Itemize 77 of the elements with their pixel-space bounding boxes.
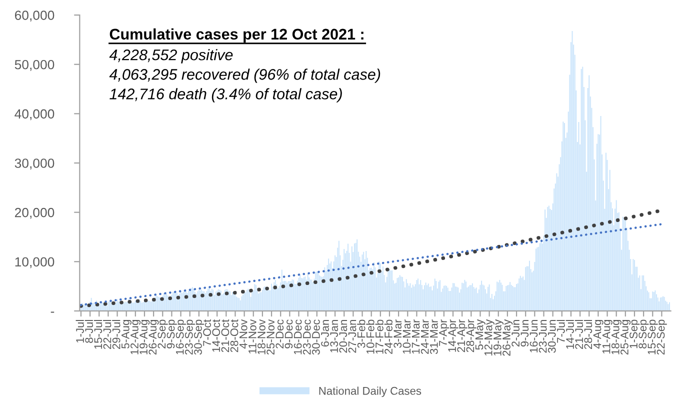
- x-tick-label: 17-Feb: [375, 320, 384, 354]
- x-tick-label: 22-Sep: [656, 320, 667, 355]
- x-tick-label: 21-Jul: [574, 320, 584, 349]
- y-tick-label: 60,000: [14, 10, 54, 22]
- x-tick-label: 5-May: [475, 319, 486, 350]
- x-tick-label: 18-Nov: [258, 319, 266, 354]
- x-tick-label: 6-Jan: [321, 320, 329, 347]
- x-tick-label: 21-Apr: [457, 319, 468, 352]
- y-tick-label: 50,000: [14, 60, 54, 71]
- y-tick-label: 30,000: [14, 158, 54, 170]
- x-tick-label: 24-Feb: [384, 320, 392, 354]
- x-tick-label: 17-Mar: [412, 319, 420, 354]
- x-tick-label: 8-Jul: [84, 320, 94, 343]
- y-tick-label: 40,000: [14, 109, 54, 120]
- x-tick-label: 23-Jun: [538, 320, 547, 353]
- x-tick-label: 11-Aug: [602, 320, 612, 354]
- x-tick-label: 18-Aug: [611, 320, 622, 354]
- x-tick-label: 3-Mar: [394, 319, 402, 348]
- x-tick-label: 14-Apr: [448, 319, 458, 352]
- x-tick-label: 7-Oct: [203, 319, 211, 346]
- x-tick-label: 25-Nov: [266, 319, 275, 355]
- annotation: 4,063,295 recovered (96% of total case): [109, 68, 380, 83]
- x-tick-label: 11-Nov: [248, 319, 256, 354]
- x-tick-label: 9-Jun: [520, 320, 529, 347]
- x-tick-label: 28-Jul: [584, 320, 592, 349]
- x-tick-label: 4-Aug: [593, 320, 604, 349]
- x-tick-label: 23-Dec: [302, 320, 311, 355]
- y-tick-label: -: [50, 312, 54, 313]
- x-tick-label: 14-Oct: [212, 319, 220, 352]
- x-tick-label: 12-May: [484, 319, 494, 356]
- x-tick-label: 29-Jul: [112, 320, 120, 349]
- x-tick-label: 10-Mar: [402, 319, 411, 354]
- x-tick-label: 8-Sep: [638, 320, 649, 348]
- x-tick-label: 26-May: [502, 319, 513, 356]
- annotation: 142,716 death (3.4% of total case): [110, 88, 342, 102]
- x-tick-label: 2-Dec: [276, 320, 284, 348]
- y-tick-label: 10,000: [15, 257, 54, 268]
- x-tick-label: 15-Jul: [94, 320, 102, 349]
- x-tick-label: 4-Nov: [240, 319, 248, 349]
- x-tick-label: 23-Sep: [184, 320, 196, 355]
- x-tick-label: 9-Dec: [284, 320, 293, 348]
- x-tick-label: 7-Apr: [439, 319, 450, 346]
- x-tick-label: 26-Aug: [148, 320, 159, 355]
- x-tick-label: 22-Jul: [103, 320, 112, 349]
- text: Cumulative cases per 12 Oct 2021 :: [110, 28, 364, 43]
- x-tick-label: 19-May: [493, 319, 504, 356]
- x-tick-label: 1-Sep: [630, 320, 640, 348]
- x-tick-label: 5-Aug: [122, 320, 132, 348]
- x-tick-label: 31-Mar: [430, 319, 438, 354]
- x-tick-label: 2-Jun: [512, 320, 520, 347]
- x-tick-label: 2-Sep: [158, 320, 168, 348]
- x-tick-label: 3-Feb: [357, 320, 366, 348]
- x-tick-label: 15-Sep: [648, 320, 658, 354]
- x-tick-label: 25-Aug: [620, 320, 631, 355]
- x-tick-label: 28-Apr: [466, 319, 476, 352]
- x-tick-label: 7-Jul: [556, 320, 565, 343]
- x-tick-label: 13-Jan: [330, 320, 338, 352]
- x-tick-label: 28-Oct: [230, 319, 238, 352]
- x-tick-label: 30-Sep: [194, 320, 204, 355]
- legend-label: National Daily Cases: [319, 386, 422, 397]
- x-tick-label: 16-Sep: [176, 320, 186, 354]
- x-tick-label: 14-Jul: [566, 320, 574, 349]
- x-tick-label: 19-Aug: [140, 320, 150, 354]
- x-tick-label: 10-Feb: [366, 320, 374, 354]
- x-tick-label: 1-Jul: [76, 320, 84, 343]
- x-tick-label: 21-Oct: [221, 319, 230, 352]
- y-tick-label: 20,000: [14, 208, 54, 219]
- x-tick-label: 30-Dec: [312, 320, 320, 355]
- x-tick-label: 20-Jan: [339, 320, 348, 353]
- x-tick-label: 12-Aug: [130, 320, 141, 354]
- x-tick-label: 30-Jun: [548, 320, 556, 353]
- annotation: 4,228,552 positive: [109, 49, 233, 64]
- x-tick-label: 27-Jan: [348, 320, 356, 353]
- x-tick-label: 16-Jun: [530, 320, 538, 352]
- x-tick-label: 9-Sep: [166, 320, 177, 348]
- x-tick-label: 16-Dec: [294, 320, 302, 354]
- x-tick-label: 24-Mar: [420, 319, 429, 354]
